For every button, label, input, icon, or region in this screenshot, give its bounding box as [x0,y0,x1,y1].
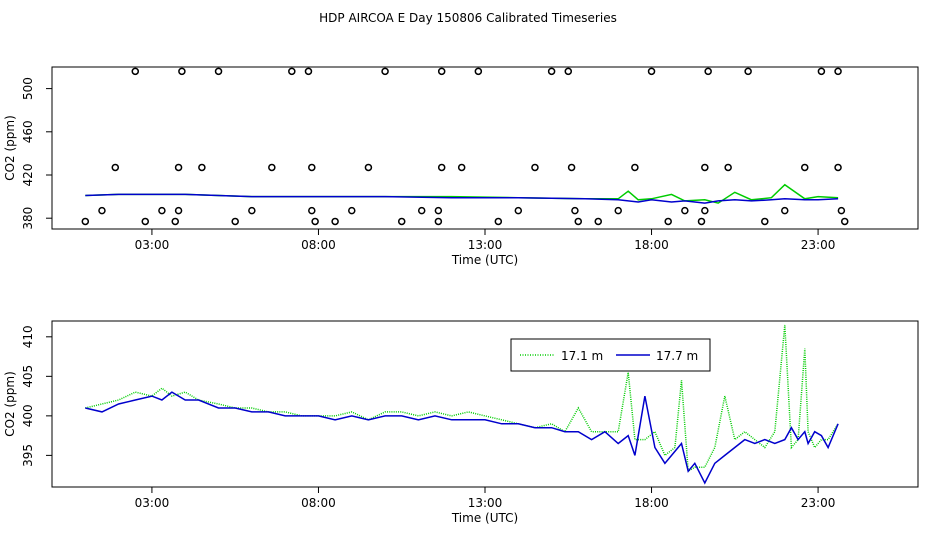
calibration-point [171,217,179,226]
calibration-point [701,163,709,172]
calibration-point [308,206,316,215]
calibration-point [141,217,150,226]
legend-label-17-1: 17.1 m [561,349,603,363]
x-tick-label: 23:00 [801,238,836,252]
legend-box [510,338,711,372]
calibration-point [331,217,339,226]
calibration-point [437,163,446,172]
top-y-axis-label: CO2 (ppm) [3,115,17,181]
calibration-point [701,206,709,215]
calibration-point [434,206,443,215]
calibration-point [308,163,316,172]
series-line-17-1-m [85,324,839,473]
bottom-x-axis-label: Time (UTC) [451,511,518,525]
calibration-point [178,67,186,76]
calibration-point [494,217,503,226]
calibration-point [744,67,752,76]
y-tick-label: 500 [21,77,35,100]
calibration-point [348,206,356,215]
series-line-17-7-m [85,391,839,485]
calibration-point [567,163,576,172]
calibration-point [81,217,90,226]
calibration-point [724,163,732,172]
calibration-point [614,206,622,215]
x-tick-label: 23:00 [801,496,836,510]
calibration-point [574,217,583,226]
bottom-panel: Time (UTC) CO2 (ppm) 03:00 08:00 13:00 18:0… [3,320,919,525]
calibration-point [111,163,120,172]
calibration-point [817,67,826,76]
figure-title: HDP AIRCOA E Day 150806 Calibrated Times… [319,11,617,25]
bottom-y-axis-label: CO2 (ppm) [3,371,17,437]
y-tick-label: 395 [21,444,35,467]
top-plot-frame [51,66,919,230]
calibration-point [834,163,842,172]
x-tick-label: 18:00 [634,496,669,510]
y-tick-label: 380 [21,207,35,230]
calibration-point [397,217,406,226]
calibration-point [288,67,296,76]
calibration-point [231,217,239,226]
calibration-point [437,67,446,76]
x-tick-label: 08:00 [301,496,336,510]
calibration-point [547,67,556,76]
calibration-point [704,67,712,76]
y-tick-label: 460 [21,120,35,143]
calibration-point [174,206,183,215]
calibration-point [837,206,846,215]
calibration-point [531,163,539,172]
x-tick-label: 03:00 [135,238,170,252]
calibration-point [434,217,443,226]
calibration-point [248,206,256,215]
legend: 17.1 m 17.7 m [510,338,711,372]
calibration-point [174,163,183,172]
calibration-point [417,206,426,215]
calibration-point [381,67,389,76]
y-tick-label: 420 [21,164,35,187]
calibration-point [304,67,313,76]
calibration-point [781,206,789,215]
calibration-point [131,67,140,76]
calibration-point [474,67,483,76]
x-tick-label: 18:00 [634,238,669,252]
calibration-point [801,163,809,172]
calibration-point [594,217,602,226]
calibration-point [697,217,706,226]
calibration-point [158,206,166,215]
calibration-point [840,217,849,226]
calibration-point [268,163,276,172]
calibration-point [98,206,106,215]
calibration-point [311,217,319,226]
y-tick-label: 405 [21,365,35,388]
bottom-plot-frame [51,320,919,488]
calibration-point [514,206,523,215]
calibration-point [571,206,579,215]
top-panel: Time (UTC) CO2 (ppm) 03:00 08:00 13:00 18:0… [3,66,919,267]
calibration-point [647,67,656,76]
calibration-point [198,163,206,172]
calibration-point [681,206,689,215]
legend-label-17-7: 17.7 m [656,349,698,363]
series-line-17-7-m [85,193,839,204]
x-tick-label: 08:00 [301,238,336,252]
y-tick-label: 400 [21,404,35,427]
calibration-point [664,217,672,226]
calibration-point [834,67,842,76]
calibration-point [564,67,573,76]
x-tick-label: 13:00 [468,496,503,510]
y-tick-label: 410 [21,325,35,348]
calibration-point [364,163,373,172]
top-x-axis-label: Time (UTC) [451,253,518,267]
x-tick-label: 03:00 [135,496,170,510]
calibration-point [631,163,639,172]
calibration-point [761,217,769,226]
x-tick-label: 13:00 [468,238,503,252]
calibration-point [457,163,466,172]
calibration-point [214,67,223,76]
